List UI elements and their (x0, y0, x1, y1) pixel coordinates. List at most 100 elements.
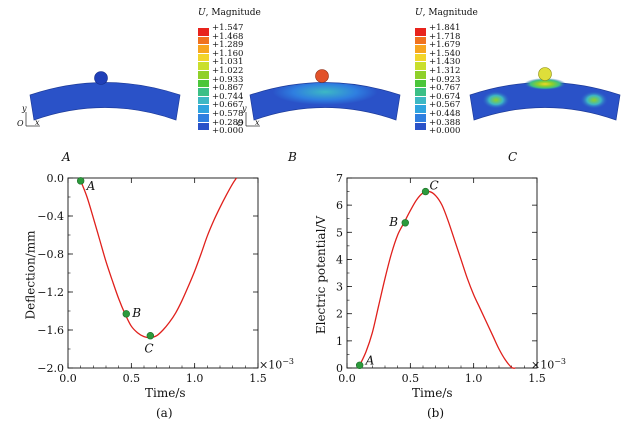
beam-a (29, 71, 181, 121)
chart-a-y-tick-label: −0.4 (37, 210, 64, 223)
chart-b-y-tick-label: 2 (336, 308, 343, 321)
legend-2-label: +0.767 (429, 83, 461, 94)
scene-a: y O x (17, 60, 190, 160)
legend-2-swatch (415, 114, 426, 122)
legend-1-swatch (198, 96, 209, 105)
chart-b-panel-label: (b) (427, 406, 445, 420)
chart-a-xlabel: Time/s (145, 386, 186, 400)
chart-b-x-tick-label: 1.0 (465, 372, 483, 385)
legend-1-label: +1.031 (212, 57, 244, 68)
legend-2-swatch (415, 62, 426, 70)
chart-a-panel-label: (a) (156, 406, 173, 420)
chart-a-point-c (146, 332, 155, 340)
chart-b-y-tick-label: 5 (336, 226, 343, 239)
chart-a-point-label-b: B (131, 306, 141, 320)
state-label-c: C (508, 150, 518, 164)
chart-a-y-tick-label: −2.0 (37, 362, 64, 375)
legend-1-swatch (198, 45, 209, 53)
chart-a-y-tick-label: −1.2 (37, 286, 64, 299)
legend-1-swatch (198, 62, 209, 70)
legend-1-label: +0.000 (212, 126, 244, 137)
chart-a-x-tick-label: 1.0 (186, 372, 204, 385)
state-label-a: A (62, 150, 71, 164)
legend-1: U, Magnitude +1.547 +1.468 +1.289 +1.160 +1.… (196, 8, 276, 143)
legend-2-label: +1.540 (429, 48, 461, 59)
legend-2-swatch (415, 36, 426, 45)
legend-2-swatch (415, 88, 426, 96)
legend-2-label: +1.679 (429, 40, 461, 51)
coord-axes-b: y O x (237, 104, 260, 128)
legend-1-swatch (198, 28, 209, 36)
legend-1-label: +1.160 (212, 48, 244, 59)
chart-b-x-tick-label: 0.5 (402, 372, 420, 385)
legend-1-label: +1.289 (212, 40, 244, 51)
legend-2-swatch (415, 96, 426, 105)
legend-1-swatch (198, 36, 209, 45)
legend-2-swatch (415, 53, 426, 62)
legend-2-swatch (415, 71, 426, 79)
chart-a-y-tick-label: 0.0 (47, 172, 65, 185)
chart-a-plot-frame (67, 177, 259, 369)
chart-b-y-tick-label: 7 (336, 172, 343, 185)
chart-b-point-label-b: B (388, 215, 398, 229)
legend-1-swatch (198, 122, 209, 131)
chart-a-x-tick-label: 1.5 (249, 372, 267, 385)
legend-2-swatch (415, 122, 426, 131)
chart-b-x-tick-label: 1.5 (528, 372, 546, 385)
legend-2-label: +1.718 (429, 31, 461, 42)
ball-c (538, 67, 552, 81)
chart-a-x-tick-label: 0.5 (123, 372, 141, 385)
legend-1-label: +1.547 (212, 23, 244, 33)
legend-2-label: +1.312 (429, 66, 461, 76)
legend-2-swatch (415, 28, 426, 36)
beam-b (249, 69, 401, 121)
chart-b-point-a (355, 361, 364, 369)
chart-b-x-multiplier: ×10−3 (531, 357, 567, 372)
chart-b-point-label-c: C (430, 179, 439, 193)
legend-2-swatch (415, 79, 426, 88)
chart-b-point-label-a: A (365, 353, 375, 367)
legend-1-label: +0.933 (212, 74, 244, 85)
legend-1-title: U, Magnitude (198, 8, 261, 18)
chart-b-y-tick-label: 6 (336, 199, 343, 212)
chart-a-point-label-c: C (144, 342, 153, 356)
legend-2-label: +0.388 (429, 117, 461, 128)
chart-b-x-tick-label: 0.0 (338, 372, 356, 385)
legend-2: U, Magnitude +1.841 +1.718 +1.679 +1.540 +1.… (413, 8, 493, 143)
chart-a-series-line (80, 177, 238, 339)
legend-2-label: +1.841 (429, 23, 461, 33)
legend-2-swatch (415, 45, 426, 53)
chart-b-y-tick-label: 0 (336, 362, 343, 375)
scene-c (460, 60, 627, 160)
coord-axes-a: y O x (17, 104, 40, 128)
chart-a-x-tick-label: 0.0 (59, 372, 77, 385)
chart-b-y-tick-label: 4 (336, 253, 343, 266)
beam-c (469, 67, 621, 121)
chart-a-x-multiplier: ×10−3 (259, 357, 295, 372)
scene-b: y O x (237, 60, 410, 160)
chart-a: 0.0 0.5 1.0 1.5 0.0 −0.4 −0.8 −1.2 −1.6 −2.0 A B C (37, 172, 267, 385)
legend-2-label: +0.448 (429, 109, 461, 119)
chart-b-xlabel: Time/s (412, 386, 453, 400)
legend-1-label: +0.744 (212, 91, 244, 102)
legend-2-label: +0.000 (429, 126, 461, 137)
legend-1-swatch (198, 114, 209, 122)
legend-2-swatch (415, 105, 426, 113)
chart-b-point-b (401, 219, 409, 227)
legend-1-label: +0.289 (212, 117, 244, 128)
chart-a-point-a (76, 177, 85, 185)
chart-a-ylabel: Deflection/mm (23, 230, 38, 320)
legend-2-label: +0.567 (429, 100, 461, 111)
chart-b-series-line (359, 190, 516, 369)
legend-1-swatch (198, 79, 209, 88)
legend-1-label: +0.578 (212, 109, 244, 119)
legend-2-label: +0.923 (429, 74, 461, 85)
legend-1-label: +0.867 (212, 83, 244, 94)
ball-b (315, 69, 329, 83)
chart-a-point-b (122, 310, 130, 318)
chart-b-y-tick-label: 1 (336, 335, 343, 348)
chart-a-point-label-a: A (86, 179, 96, 193)
legend-1-swatch (198, 71, 209, 79)
legend-1-label: +1.022 (212, 66, 244, 76)
state-label-b: B (288, 150, 297, 164)
